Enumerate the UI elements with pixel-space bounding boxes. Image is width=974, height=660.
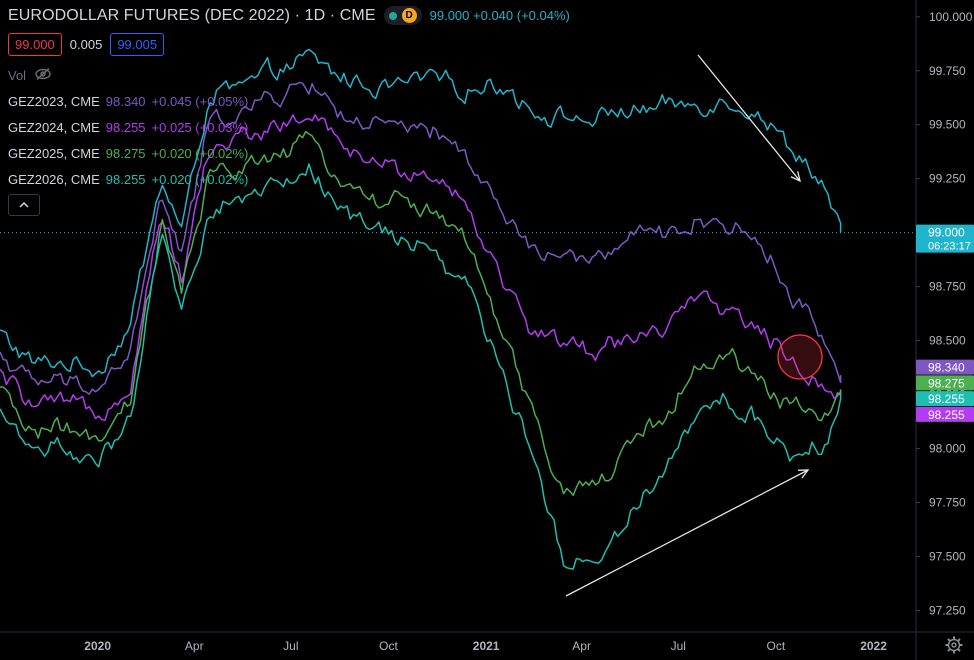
bid-ask-row: 99.000 0.005 99.005 xyxy=(8,33,165,56)
arrow-line xyxy=(565,469,809,597)
arrow-head xyxy=(790,171,801,183)
legend-row-gez2024[interactable]: GEZ2024, CME 98.255 +0.025 (+0.03%) xyxy=(8,120,248,146)
price-tag-value: 98.255 xyxy=(928,408,965,422)
buy-price-button[interactable]: 99.005 xyxy=(110,33,165,56)
gez2024-price-tag: 98.255 xyxy=(916,406,974,422)
price-tick-label: 99.750 xyxy=(929,64,966,78)
gez2025-price-tag: 98.275 xyxy=(916,375,974,391)
legend-row-gez2023[interactable]: GEZ2023, CME 98.340 +0.045 (+0.05%) xyxy=(8,94,248,120)
volume-label: Vol xyxy=(8,68,27,83)
countdown-label: 06:23:17 xyxy=(928,241,971,253)
main-last-price: 99.000 xyxy=(429,8,470,23)
time-tick-label: Oct xyxy=(379,639,398,653)
time-tick-label: 2022 xyxy=(860,639,887,653)
legend-value: 98.340 xyxy=(105,94,146,109)
legend-row-gez2025[interactable]: GEZ2025, CME 98.275 +0.020 (+0.02%) xyxy=(8,146,248,172)
arrow-line xyxy=(697,54,801,182)
spread-value: 0.005 xyxy=(69,37,103,52)
arrow-head xyxy=(797,469,810,479)
time-tick-label: Oct xyxy=(767,639,786,653)
time-tick-label: Apr xyxy=(185,639,204,653)
price-tick-label: 100.000 xyxy=(929,10,973,24)
legend-value: 98.255 xyxy=(105,172,146,187)
gez2023-price-tag: 98.340 xyxy=(916,359,974,375)
legend-change: +0.020 (+0.02%) xyxy=(151,146,249,161)
price-tag-value: 99.000 xyxy=(928,226,965,240)
price-tick-label: 97.750 xyxy=(929,495,966,509)
series-line xyxy=(0,130,842,497)
price-tag-box xyxy=(916,406,974,422)
series-line xyxy=(0,48,842,378)
price-tick-label: 98.000 xyxy=(929,442,966,456)
chart-header: EURODOLLAR FUTURES (DEC 2022) · 1D · CME… xyxy=(8,6,570,25)
time-tick-label: Jul xyxy=(671,639,686,653)
chevron-up-icon xyxy=(19,201,29,208)
legend-symbol: GEZ2026, CME xyxy=(8,172,100,187)
legend-symbol: GEZ2024, CME xyxy=(8,120,100,135)
time-tick-label: Apr xyxy=(572,639,591,653)
price-tag-value: 98.340 xyxy=(928,361,965,375)
gear-icon[interactable] xyxy=(945,636,963,654)
price-tick-label: 99.250 xyxy=(929,172,966,186)
gez2026-price-tag: 98.255 xyxy=(916,391,974,407)
downtrend-arrow[interactable] xyxy=(697,54,801,183)
eye-off-icon[interactable] xyxy=(34,67,52,84)
legend-value: 98.255 xyxy=(105,120,146,135)
status-indicator[interactable]: D xyxy=(383,6,422,25)
main-change: +0.040 (+0.04%) xyxy=(473,8,570,23)
series-line xyxy=(0,114,842,422)
price-tick-label: 98.750 xyxy=(929,280,966,294)
price-tag-box xyxy=(916,224,974,253)
volume-row: Vol xyxy=(8,67,52,84)
chart-annotations[interactable] xyxy=(565,54,823,597)
market-status-dot xyxy=(388,11,397,20)
price-axis[interactable]: 100.000 99.750 99.500 99.250 99.000 98.750 98.… xyxy=(915,0,973,660)
legend-value: 98.275 xyxy=(105,146,146,161)
price-tag-box xyxy=(916,375,974,391)
price-tick-label: 97.250 xyxy=(929,603,966,617)
legend-symbol: GEZ2025, CME xyxy=(8,146,100,161)
collapse-legend-button[interactable] xyxy=(8,194,40,216)
time-axis[interactable]: 2020 Apr Jul Oct 2021 Apr Jul Oct 2022 xyxy=(0,631,974,653)
legend-row-gez2026[interactable]: GEZ2026, CME 98.255 +0.020 (+0.02%) xyxy=(8,172,248,198)
series-lines xyxy=(0,48,916,570)
main-quote: 99.000 +0.040 (+0.04%) xyxy=(430,8,570,23)
delayed-badge: D xyxy=(401,8,417,23)
chart-title: EURODOLLAR FUTURES (DEC 2022) · 1D · CME xyxy=(8,6,376,24)
legend-symbol: GEZ2023, CME xyxy=(8,94,100,109)
time-tick-label: 2021 xyxy=(473,639,500,653)
price-tag-box xyxy=(916,359,974,375)
price-tick-label: 97.500 xyxy=(929,549,966,563)
series-legend: GEZ2023, CME 98.340 +0.045 (+0.05%) GEZ2… xyxy=(8,94,248,198)
price-tag-box xyxy=(916,391,974,407)
legend-change: +0.020 (+0.02%) xyxy=(151,172,249,187)
price-tag-value: 98.275 xyxy=(928,376,965,390)
highlight-circle[interactable] xyxy=(777,334,823,380)
sell-price-button[interactable]: 99.000 xyxy=(8,33,62,56)
legend-change: +0.045 (+0.05%) xyxy=(151,94,249,109)
series-line xyxy=(0,81,842,395)
series-line xyxy=(0,163,842,570)
price-tag-value: 98.255 xyxy=(928,392,965,406)
price-tick-label: 99.500 xyxy=(929,118,966,132)
time-tick-label: 2020 xyxy=(84,639,111,653)
time-tick-label: Jul xyxy=(283,639,298,653)
uptrend-arrow[interactable] xyxy=(565,469,810,597)
legend-change: +0.025 (+0.03%) xyxy=(151,120,249,135)
price-tick-label: 98.500 xyxy=(929,334,966,348)
